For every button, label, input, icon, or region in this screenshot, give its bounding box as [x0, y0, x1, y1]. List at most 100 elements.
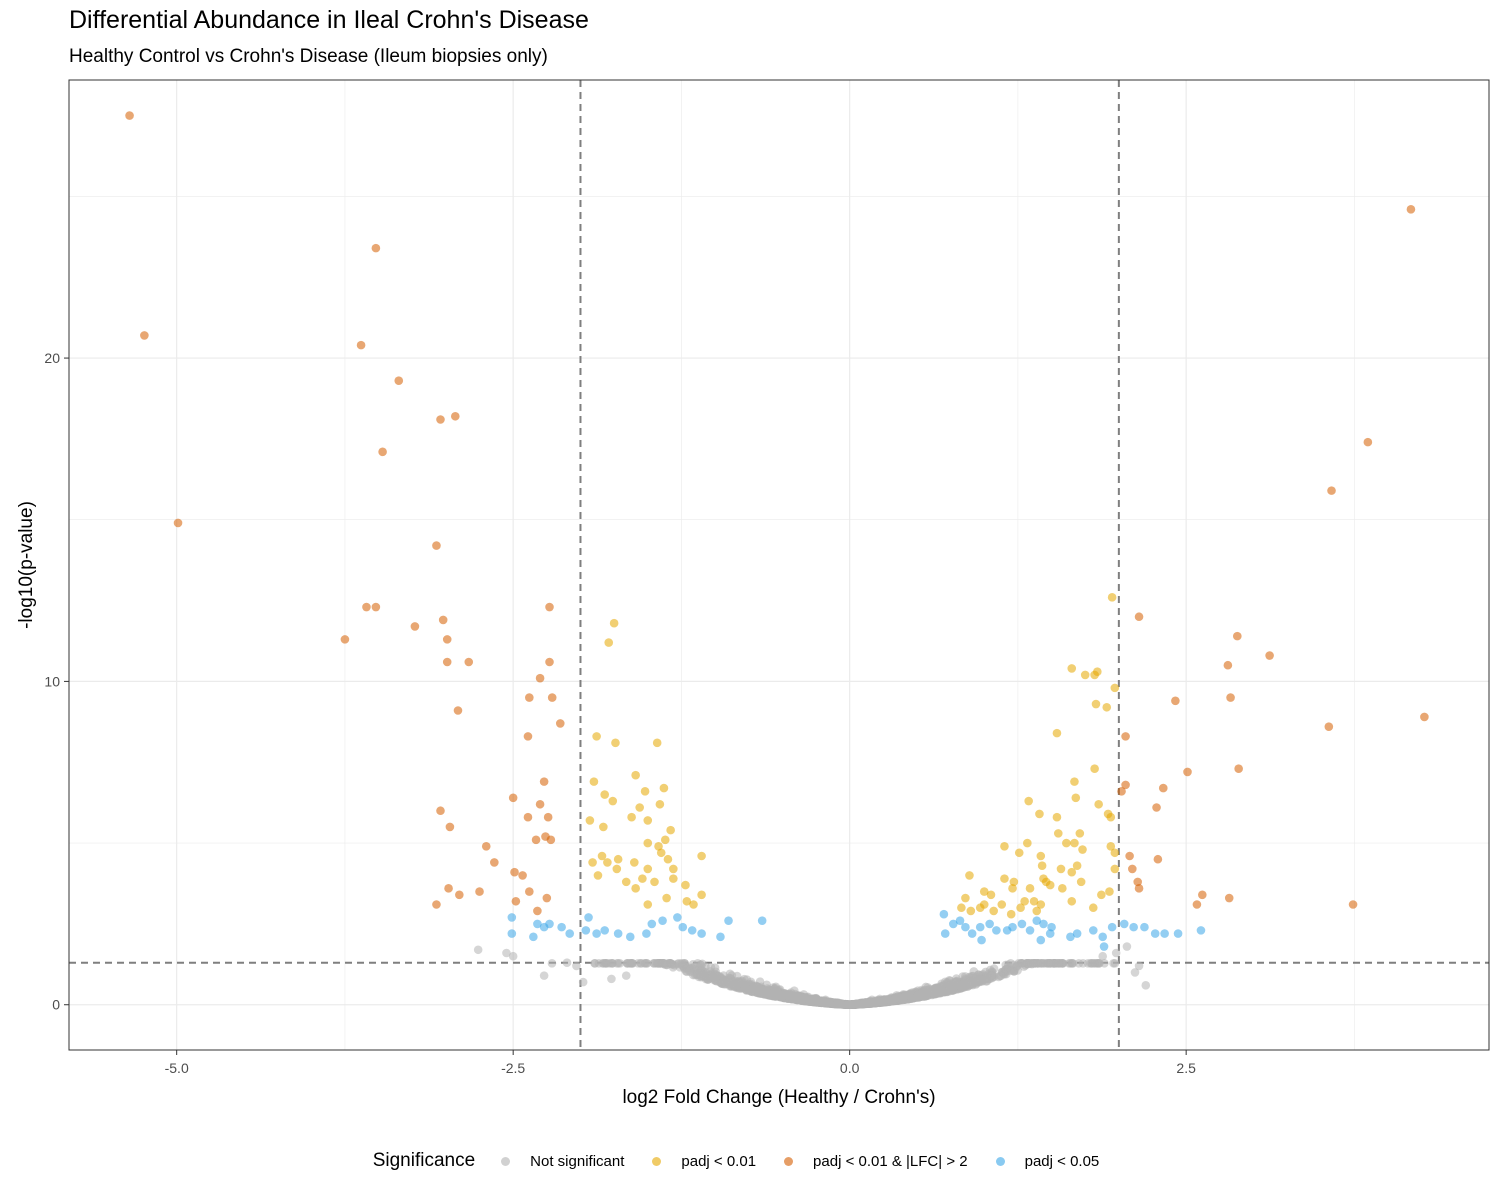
point-padj-005 — [1072, 929, 1082, 938]
point-padj-001-lfc — [1406, 205, 1416, 214]
point-padj-001 — [682, 896, 692, 906]
legend-label: padj < 0.01 & |LFC| > 2 — [813, 1152, 968, 1170]
point-not-significant — [968, 978, 978, 988]
point-padj-001 — [1067, 896, 1077, 906]
point-padj-001-lfc — [1420, 712, 1429, 722]
point-padj-001 — [669, 864, 678, 874]
point-padj-005 — [600, 926, 609, 935]
point-padj-001 — [1070, 777, 1079, 786]
point-padj-001-lfc — [1348, 900, 1358, 909]
point-not-significant — [621, 971, 631, 980]
point-padj-001 — [1110, 683, 1120, 693]
point-padj-001 — [1105, 887, 1114, 896]
point-not-significant — [1068, 959, 1078, 968]
point-padj-001 — [604, 638, 614, 647]
point-padj-005 — [1039, 919, 1048, 929]
point-not-significant — [674, 959, 684, 968]
y-axis-title: -log10(p-value) — [16, 501, 37, 629]
point-padj-001-lfc — [1265, 651, 1274, 660]
point-padj-001-lfc — [533, 906, 542, 916]
point-padj-001-lfc — [1226, 693, 1235, 702]
point-padj-005 — [977, 935, 986, 945]
point-padj-001 — [1106, 842, 1116, 851]
point-not-significant — [976, 975, 986, 984]
point-padj-001-lfc — [371, 243, 381, 253]
point-padj-005 — [678, 922, 688, 932]
point-not-significant — [924, 987, 934, 996]
point-not-significant — [473, 945, 483, 955]
point-padj-001-lfc — [535, 673, 545, 683]
point-padj-001-lfc — [1223, 660, 1233, 670]
point-padj-001 — [631, 884, 640, 893]
x-tick-label: 0.0 — [840, 1060, 860, 1076]
point-padj-005 — [1032, 916, 1042, 925]
point-padj-005 — [1119, 919, 1129, 929]
point-padj-001-lfc — [481, 842, 491, 851]
point-padj-005 — [949, 919, 958, 929]
point-padj-001-lfc — [442, 635, 452, 644]
grid-lines — [69, 80, 1489, 1050]
point-not-significant — [1033, 959, 1043, 968]
point-padj-005 — [1129, 922, 1138, 932]
point-padj-001 — [600, 790, 609, 799]
point-padj-001 — [1090, 670, 1099, 680]
point-not-significant — [986, 971, 996, 981]
point-padj-001 — [1036, 900, 1046, 909]
point-padj-005 — [565, 929, 575, 938]
point-not-significant — [765, 989, 775, 999]
point-padj-005 — [533, 919, 542, 929]
point-padj-001-lfc — [1117, 787, 1126, 796]
point-padj-001 — [1102, 702, 1112, 712]
point-padj-001 — [1014, 848, 1024, 858]
plot-panel-border — [68, 79, 1490, 1051]
point-padj-001 — [663, 854, 673, 864]
point-padj-005 — [1088, 926, 1098, 935]
point-padj-001 — [1071, 793, 1081, 803]
point-not-significant — [607, 974, 616, 984]
point-padj-001-lfc — [541, 832, 550, 841]
chart-title: Differential Abundance in Ileal Crohn's … — [69, 6, 589, 34]
point-padj-001 — [697, 890, 706, 900]
point-not-significant — [1130, 968, 1140, 977]
point-padj-005 — [724, 916, 733, 925]
point-padj-001 — [643, 838, 653, 848]
point-padj-001-lfc — [1152, 803, 1161, 812]
legend-item-padj-005: padj < 0.05 — [995, 1153, 1099, 1170]
point-padj-001 — [965, 871, 974, 880]
point-not-significant — [688, 960, 698, 969]
point-padj-001 — [640, 787, 650, 796]
point-padj-001 — [1070, 838, 1079, 848]
point-padj-001-lfc — [475, 887, 484, 896]
point-padj-001-lfc — [340, 635, 350, 644]
point-padj-005 — [1140, 922, 1149, 932]
x-axis-title: log2 Fold Change (Healthy / Crohn's) — [622, 1087, 935, 1108]
point-padj-001-lfc — [450, 411, 460, 421]
point-padj-005 — [1150, 929, 1160, 938]
point-not-significant — [701, 962, 710, 971]
legend-swatch — [501, 1156, 511, 1166]
point-padj-001 — [655, 799, 665, 809]
legend-item-padj-001-lfc: padj < 0.01 & |LFC| > 2 — [784, 1153, 968, 1170]
point-padj-001-lfc — [362, 602, 371, 612]
point-padj-001 — [1037, 861, 1047, 870]
y-tick-label: 20 — [44, 350, 60, 366]
point-padj-001 — [1029, 896, 1039, 906]
point-padj-001-lfc — [545, 602, 554, 612]
point-padj-001 — [1090, 764, 1099, 773]
point-padj-001 — [1056, 864, 1066, 874]
point-padj-001-lfc — [125, 111, 134, 120]
point-padj-001 — [630, 858, 639, 867]
point-padj-001-lfc — [432, 900, 441, 909]
point-not-significant — [795, 993, 805, 1002]
point-padj-001-lfc — [531, 835, 541, 845]
point-padj-001-lfc — [1224, 893, 1234, 903]
point-padj-005 — [658, 916, 667, 925]
point-not-significant — [805, 997, 815, 1006]
point-padj-001 — [627, 812, 636, 822]
point-padj-001 — [1110, 864, 1120, 874]
legend-title: Significance — [372, 1150, 476, 1171]
point-padj-001-lfc — [508, 793, 518, 803]
point-not-significant — [854, 999, 864, 1009]
point-padj-001 — [1032, 906, 1042, 916]
point-padj-001-lfc — [1134, 884, 1144, 893]
